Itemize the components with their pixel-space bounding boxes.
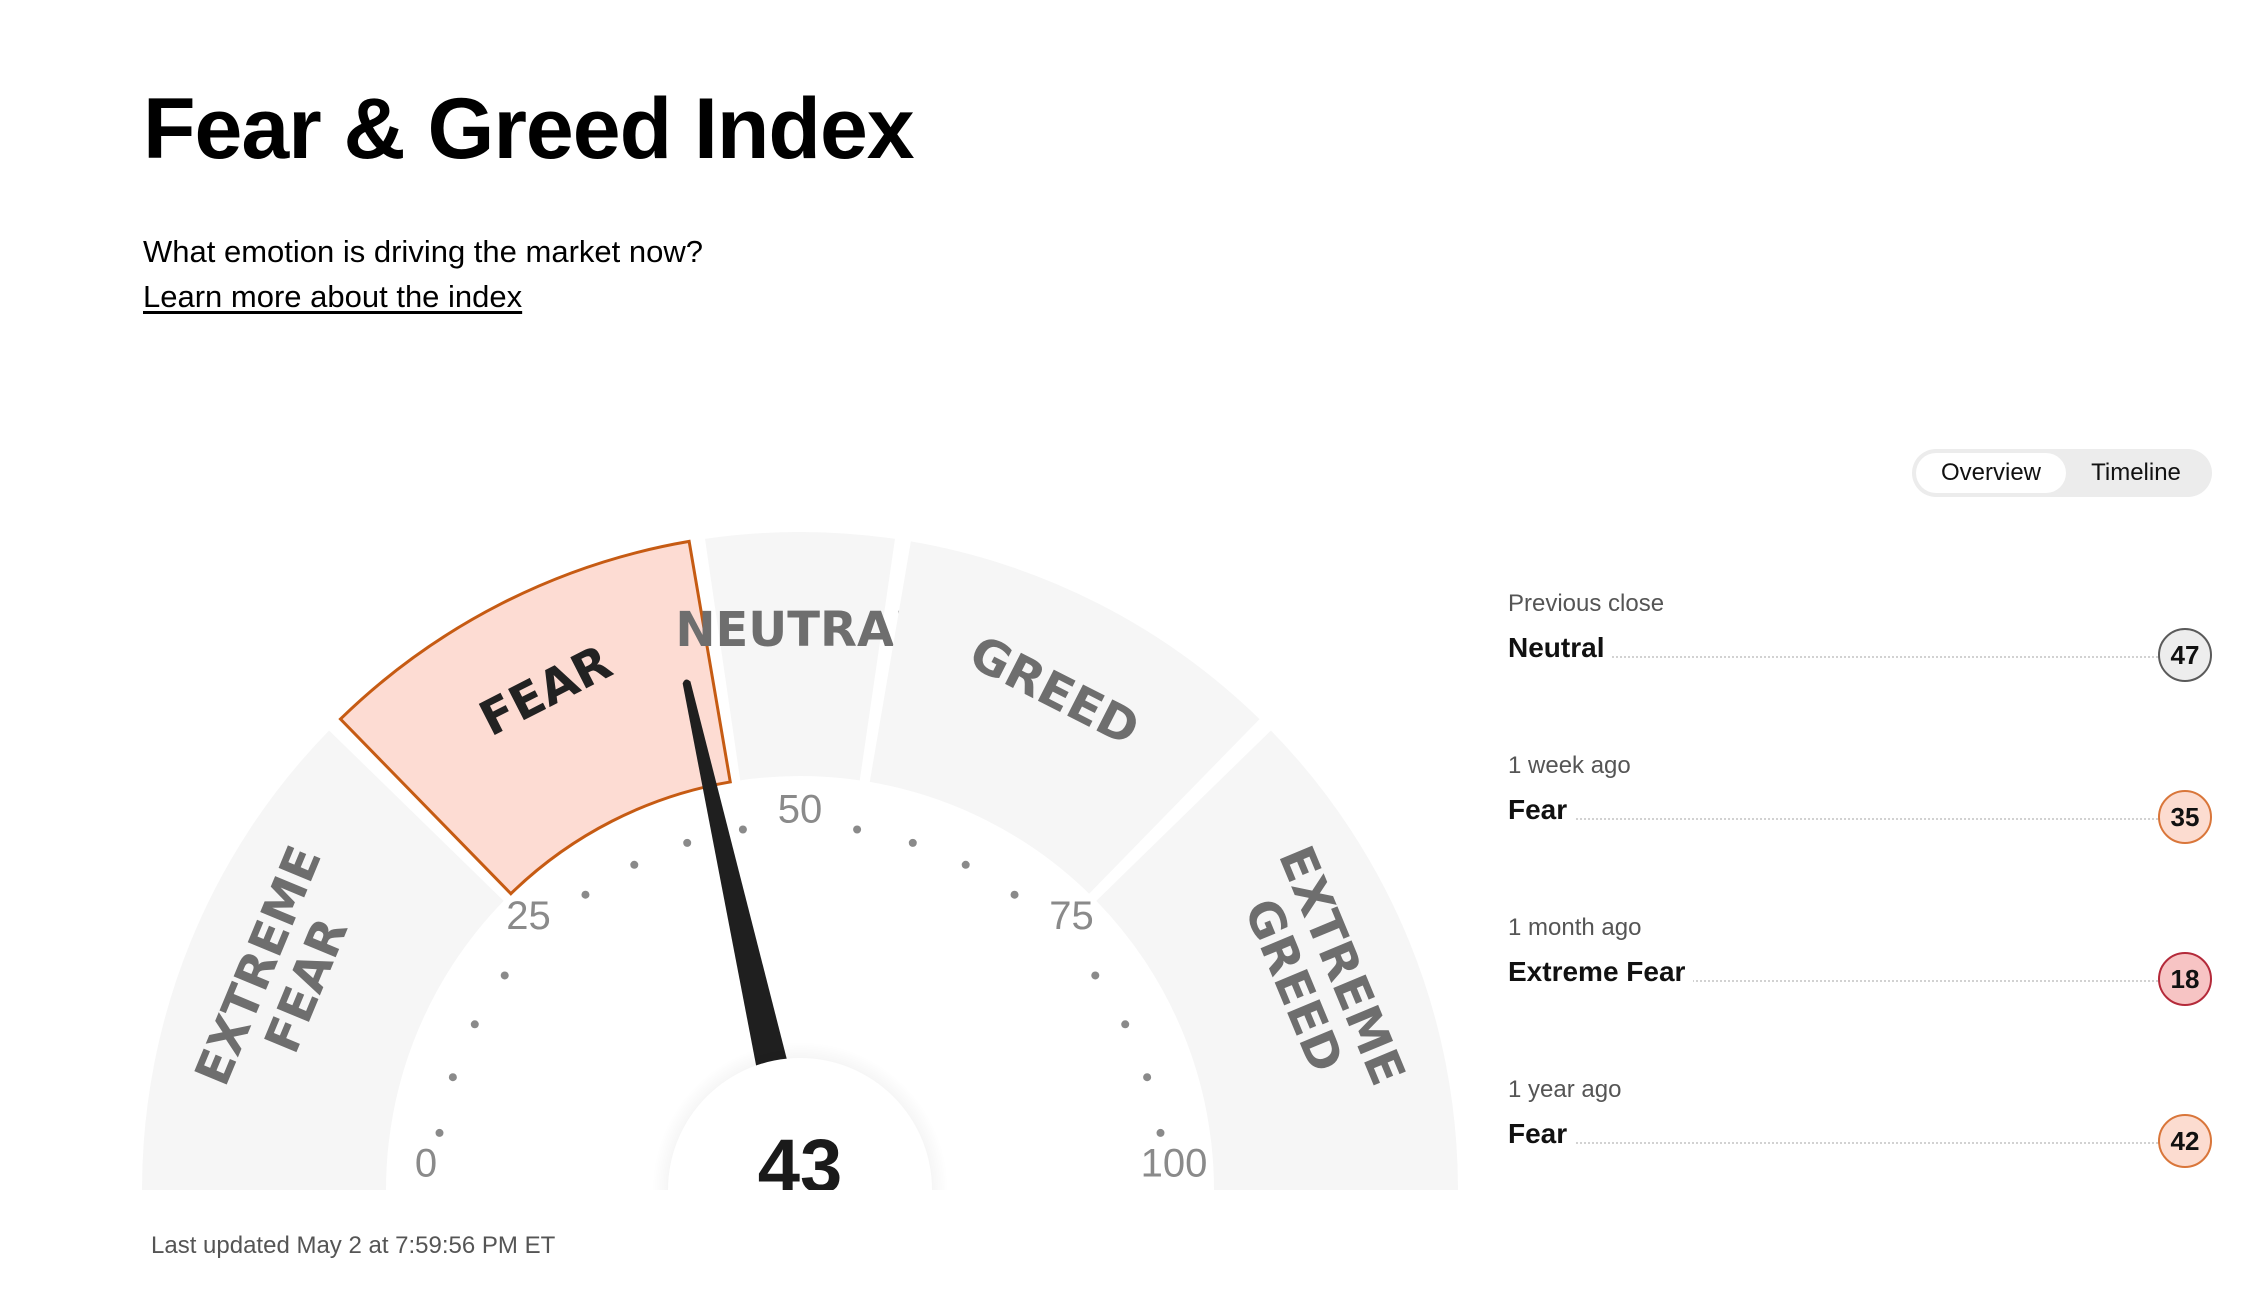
history-rating: Fear <box>1508 1118 1576 1150</box>
history-period: 1 month ago <box>1508 914 1642 941</box>
gauge-tick-dot <box>853 825 862 834</box>
history-rating: Fear <box>1508 794 1576 826</box>
gauge-tick-label: 25 <box>506 894 551 938</box>
last-updated: Last updated May 2 at 7:59:56 PM ET <box>151 1232 556 1259</box>
gauge-tick-dot <box>1010 890 1019 899</box>
gauge-segment-extreme-greed <box>1096 730 1458 1190</box>
gauge-tick-dot <box>581 890 590 899</box>
tab-overview[interactable]: Overview <box>1916 453 2066 493</box>
tab-timeline[interactable]: Timeline <box>2091 459 2181 486</box>
history-item: 1 year ago Fear 42 <box>1508 1076 2212 1238</box>
gauge-tick-dot <box>738 825 747 834</box>
gauge-tick-dot <box>908 838 917 847</box>
gauge-baseline-mask <box>0 1190 1480 1296</box>
gauge-tick-label: 100 <box>1141 1142 1208 1186</box>
history-dotted-line <box>1508 656 2182 658</box>
gauge-tick-dot <box>961 860 970 869</box>
history-rating: Extreme Fear <box>1508 956 1694 988</box>
view-toggle: Overview Timeline <box>1912 449 2212 497</box>
gauge-tick-label: 75 <box>1049 894 1094 938</box>
history-item: 1 week ago Fear 35 <box>1508 752 2212 914</box>
gauge-tick-dot <box>1121 1020 1130 1029</box>
history-period: 1 year ago <box>1508 1076 1622 1103</box>
page-subtitle: What emotion is driving the market now? <box>143 234 703 269</box>
gauge-tick-dot <box>1156 1128 1165 1137</box>
history-item: Previous close Neutral 47 <box>1508 590 2212 752</box>
history-dotted-line <box>1508 818 2182 820</box>
gauge-needle <box>682 679 790 1077</box>
gauge-tick-dot <box>448 1073 457 1082</box>
history-value-badge: 47 <box>2158 628 2212 682</box>
history-item: 1 month ago Extreme Fear 18 <box>1508 914 2212 1076</box>
gauge-tick-label: 0 <box>415 1142 437 1186</box>
history-value-badge: 42 <box>2158 1114 2212 1168</box>
gauge-segment-label: NEUTRAL <box>675 602 924 658</box>
gauge-tick-label: 50 <box>778 788 823 832</box>
history-value-badge: 18 <box>2158 952 2212 1006</box>
gauge-tick-dot <box>630 860 639 869</box>
gauge-tick-dot <box>1091 971 1100 980</box>
gauge-tick-dot <box>470 1020 479 1029</box>
gauge-segment-greed <box>869 541 1260 894</box>
history-value-badge: 35 <box>2158 790 2212 844</box>
gauge-tick-dot <box>500 971 509 980</box>
gauge-segment-extreme-fear <box>142 730 504 1190</box>
gauge-tick-dot <box>435 1128 444 1137</box>
history-list: Previous close Neutral 47 1 week ago Fear 35 1… <box>1508 590 2212 1238</box>
history-period: Previous close <box>1508 590 1665 617</box>
gauge-segment-fear <box>338 539 732 896</box>
history-dotted-line <box>1508 1142 2182 1144</box>
history-period: 1 week ago <box>1508 752 1631 779</box>
history-rating: Neutral <box>1508 632 1613 664</box>
learn-more-link[interactable]: Learn more about the index <box>143 279 523 314</box>
history-dotted-line <box>1508 980 2182 982</box>
gauge-segment-neutral <box>705 532 895 781</box>
page-title: Fear & Greed Index <box>143 81 915 177</box>
gauge-tick-dot <box>1143 1073 1152 1082</box>
gauge-tick-dot <box>683 838 692 847</box>
